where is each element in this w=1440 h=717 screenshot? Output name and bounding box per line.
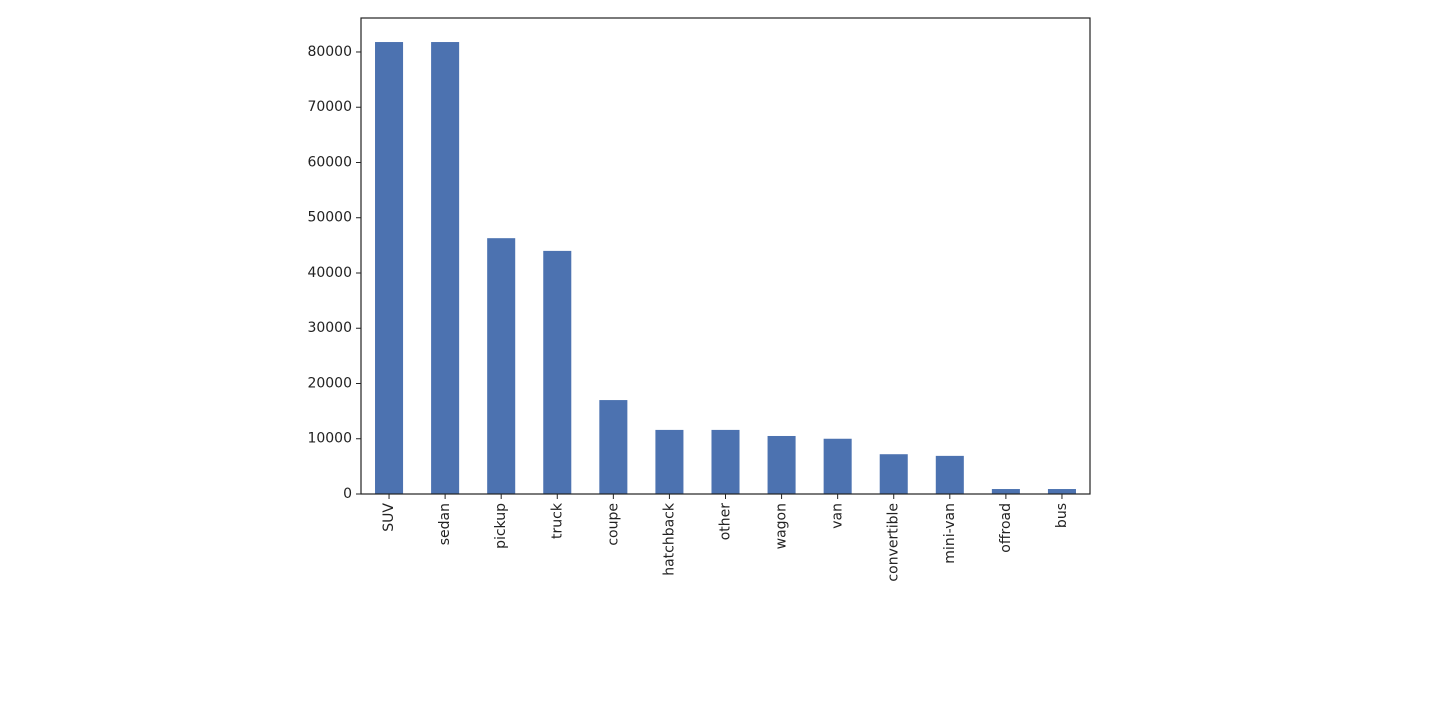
- x-tick-label: wagon: [774, 503, 790, 549]
- bar: [375, 42, 404, 495]
- axes-frame: [360, 17, 1091, 495]
- x-tick-label: coupe: [605, 503, 621, 546]
- bar: [823, 438, 852, 494]
- y-tick-label: 40000: [307, 265, 352, 281]
- x-tick-label: SUV: [381, 503, 397, 532]
- x-tick-label: van: [830, 503, 846, 529]
- x-tick-label: convertible: [886, 503, 902, 582]
- x-tick-label: mini-van: [942, 503, 958, 564]
- x-tick-label: bus: [1054, 503, 1070, 528]
- bar: [711, 429, 740, 494]
- x-tick-label: pickup: [493, 503, 509, 549]
- y-tick-label: 30000: [307, 320, 352, 336]
- bar: [991, 489, 1020, 494]
- y-tick-label: 20000: [307, 375, 352, 391]
- y-tick-label: 80000: [307, 44, 352, 60]
- x-tick-label: other: [718, 503, 734, 541]
- bar: [599, 400, 628, 494]
- y-tick-label: 50000: [307, 210, 352, 226]
- x-tick-label: hatchback: [661, 502, 677, 576]
- bar: [655, 429, 684, 494]
- bar: [487, 238, 516, 494]
- bar: [543, 250, 572, 494]
- y-tick-label: 0: [343, 486, 352, 502]
- y-tick-label: 10000: [307, 431, 352, 447]
- bar: [879, 454, 908, 494]
- x-tick-label: truck: [549, 502, 565, 539]
- bar: [767, 435, 796, 494]
- bar: [1047, 489, 1076, 494]
- bar: [935, 455, 964, 494]
- y-tick-label: 60000: [307, 154, 352, 170]
- bar: [431, 42, 460, 495]
- y-tick-label: 70000: [307, 99, 352, 115]
- x-tick-label: sedan: [437, 503, 453, 545]
- x-tick-label: offroad: [998, 503, 1014, 553]
